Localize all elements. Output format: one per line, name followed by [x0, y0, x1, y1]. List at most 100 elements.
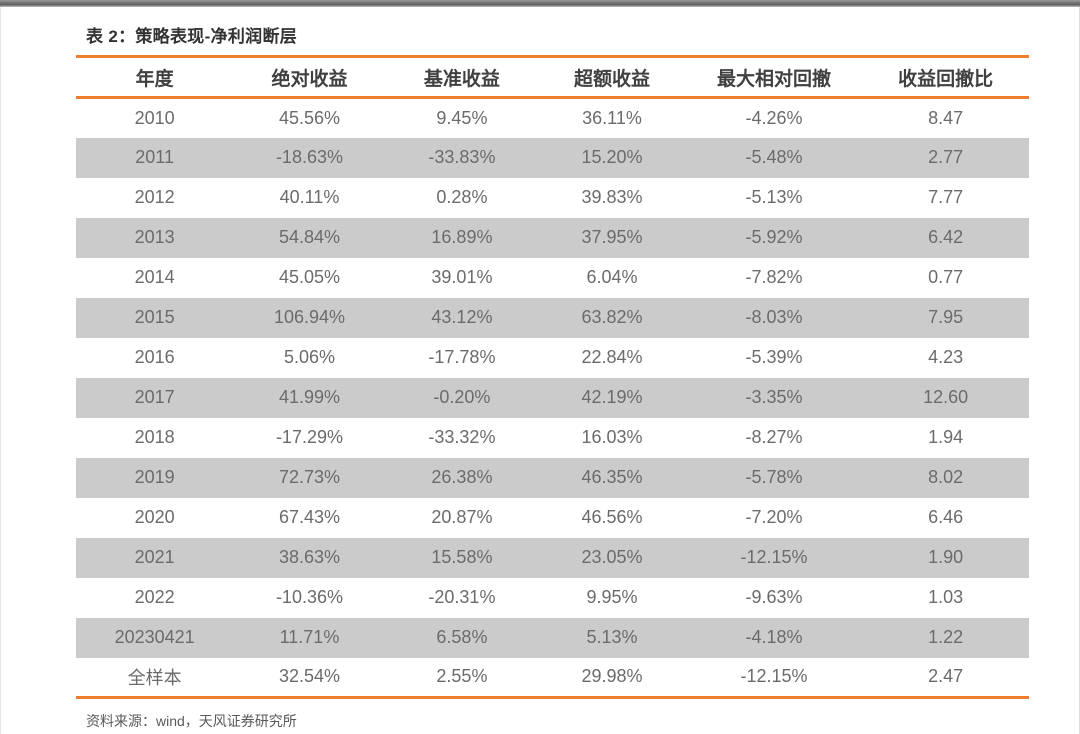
table-cell: 2010 [134, 107, 175, 128]
table-row: 2018 -17.29% -33.32% 16.03% -8.27% 1.94 [76, 418, 1029, 458]
table-cell: 42.19% [581, 387, 643, 407]
table-cell: 2013 [134, 227, 175, 247]
table-row: 2015 106.94% 43.12% 63.82% -8.03% 7.95 [76, 297, 1029, 338]
table-cell: -20.31% [428, 587, 496, 607]
table-cell: -4.18% [745, 627, 803, 647]
table-cell: 9.95% [586, 587, 638, 607]
table-cell: 15.58% [431, 547, 493, 567]
table-cell: 63.82% [581, 307, 643, 327]
table-cell: 8.47 [928, 107, 964, 128]
table-cell: 0.28% [436, 187, 488, 207]
table-cell: 2.77 [928, 147, 964, 167]
table-body: 2010 45.56% 9.45% 36.11% -4.26% 8.47 2011 -18.6… [76, 98, 1029, 698]
table-cell: -33.32% [428, 427, 496, 447]
table-cell: 2.47 [928, 666, 964, 687]
table-cell: 45.56% [278, 107, 340, 128]
table-cell: -17.78% [428, 347, 496, 367]
table-row: 2013 54.84% 16.89% 37.95% -5.92% 6.42 [76, 217, 1029, 258]
table-cell: 46.35% [581, 467, 643, 487]
column-header: 基准收益 [423, 68, 500, 90]
table-cell: 45.05% [278, 267, 340, 287]
table-row: 2016 5.06% -17.78% 22.84% -5.39% 4.23 [76, 338, 1029, 378]
table-row: 2012 40.11% 0.28% 39.83% -5.13% 7.77 [76, 178, 1029, 218]
table-cell: 2015 [134, 307, 175, 327]
table-cell: 7.95 [928, 307, 964, 327]
table-cell: 5.06% [283, 347, 335, 367]
table-cell: 2012 [134, 187, 175, 207]
table-cell: -4.26% [745, 107, 803, 128]
column-header: 最大相对回撤 [717, 68, 832, 90]
table-cell: 20230421 [114, 627, 195, 647]
table-cell: -18.63% [275, 147, 343, 167]
table-cell: 67.43% [278, 507, 340, 527]
table-cell: -3.35% [745, 387, 803, 407]
table-cell: 32.54% [278, 666, 340, 687]
table-cell: 38.63% [278, 547, 340, 567]
strategy-performance-table: 年度 绝对收益 基准收益 超额收益 最大相对回撤 收益回撤比 2010 45.56% 9.45… [76, 55, 1029, 699]
table-cell: 2011 [135, 147, 174, 167]
table-row: 2010 45.56% 9.45% 36.11% -4.26% 8.47 [76, 98, 1029, 138]
table-cell: 15.20% [581, 147, 643, 167]
table-cell: 2021 [134, 547, 175, 567]
table-cell: 6.46 [928, 507, 964, 527]
table-row: 全样本 32.54% 2.55% 29.98% -12.15% 2.47 [76, 658, 1029, 698]
table-cell: 1.03 [928, 587, 964, 607]
table-row: 2020 67.43% 20.87% 46.56% -7.20% 6.46 [76, 498, 1029, 538]
table-cell: 8.02 [928, 467, 964, 487]
table-cell: 6.42 [928, 227, 964, 247]
table-cell: 2019 [134, 467, 175, 487]
table-cell: 39.01% [431, 267, 493, 287]
table-cell: 6.04% [586, 267, 638, 287]
table-cell: -12.15% [740, 547, 808, 567]
table-cell: 20.87% [431, 507, 493, 527]
table-cell: -10.36% [275, 587, 343, 607]
table-cell: 全样本 [127, 667, 182, 688]
table-cell: 1.90 [928, 547, 964, 567]
table-cell: 37.95% [581, 227, 643, 247]
table-cell: -9.63% [745, 587, 803, 607]
table-cell: 7.77 [928, 187, 964, 207]
table-cell: -5.39% [745, 347, 803, 367]
table-cell: -33.83% [428, 147, 496, 167]
table-cell: -5.48% [745, 147, 803, 167]
table-cell: 41.99% [278, 387, 340, 407]
table-cell: 43.12% [431, 307, 493, 327]
report-page: 表 2：策略表现-净利润断层 年度 绝对收益 基准收益 超额收益 最大相对回撤 收益回撤比… [0, 7, 1080, 734]
table-cell: 2022 [134, 587, 175, 607]
table-cell: -12.15% [740, 666, 808, 687]
table-cell: 1.94 [928, 427, 964, 447]
table-header: 年度 绝对收益 基准收益 超额收益 最大相对回撤 收益回撤比 [76, 56, 1029, 98]
column-header: 年度 [135, 68, 174, 90]
table-cell: -7.82% [745, 267, 803, 287]
table-cell: -17.29% [275, 427, 343, 447]
table-title: 表 2：策略表现-净利润断层 [86, 27, 298, 46]
table-row: 2022 -10.36% -20.31% 9.95% -9.63% 1.03 [76, 578, 1029, 618]
table-cell: 11.71% [279, 627, 340, 647]
table-cell: 9.45% [436, 107, 488, 128]
table-cell: 72.73% [278, 467, 340, 487]
table-row: 2017 41.99% -0.20% 42.19% -3.35% 12.60 [76, 377, 1029, 418]
table-cell: 106.94% [273, 307, 345, 327]
table-cell: 54.84% [278, 227, 340, 247]
table-cell: 5.13% [586, 627, 638, 647]
table-cell: 23.05% [581, 547, 643, 567]
table-cell: -0.20% [433, 387, 491, 407]
table-cell: 29.98% [581, 666, 643, 687]
table-row: 2021 38.63% 15.58% 23.05% -12.15% 1.90 [76, 537, 1029, 578]
table-cell: 46.56% [581, 507, 643, 527]
table-cell: 40.11% [279, 187, 340, 207]
table-cell: -8.27% [745, 427, 803, 447]
table-cell: -7.20% [745, 507, 803, 527]
table-block: 表 2：策略表现-净利润断层 年度 绝对收益 基准收益 超额收益 最大相对回撤 收益回撤比… [1, 7, 1079, 731]
table-row: 2014 45.05% 39.01% 6.04% -7.82% 0.77 [76, 258, 1029, 298]
table-cell: 36.11% [582, 107, 642, 128]
table-cell: 16.03% [581, 427, 643, 447]
table-cell: 0.77 [928, 267, 964, 287]
table-cell: -5.13% [745, 187, 803, 207]
table-cell: -5.78% [745, 467, 803, 487]
source-note: 资料来源：wind，天风证券研究所 [86, 713, 297, 729]
table-cell: 16.89% [431, 227, 493, 247]
table-cell: 2020 [134, 507, 175, 527]
table-cell: 6.58% [436, 627, 488, 647]
table-cell: 2017 [134, 387, 175, 407]
